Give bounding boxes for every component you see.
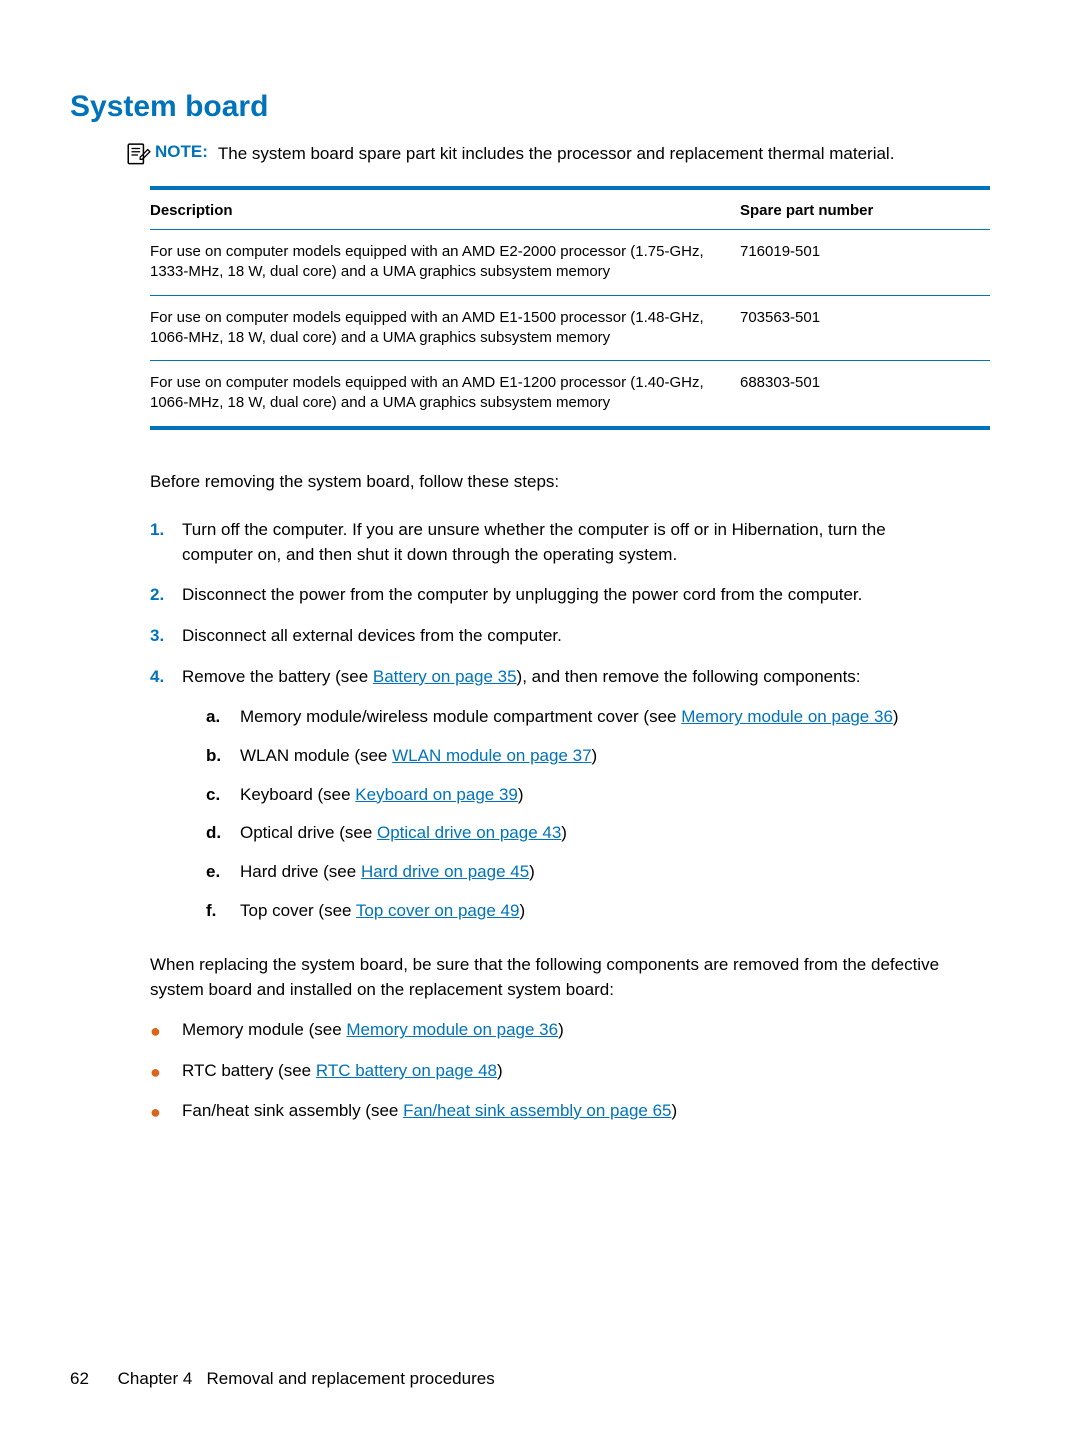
step-text-post: ), and then remove the following compone… bbox=[517, 667, 861, 686]
step-number: 4. bbox=[150, 665, 182, 937]
step-text-pre: Remove the battery (see bbox=[182, 667, 373, 686]
substep-item: f. Top cover (see Top cover on page 49) bbox=[182, 899, 940, 924]
substep-content: Hard drive (see Hard drive on page 45) bbox=[240, 860, 940, 885]
bullet-item: ● RTC battery (see RTC battery on page 4… bbox=[150, 1059, 940, 1085]
page-number: 62 bbox=[70, 1369, 89, 1388]
xref-link[interactable]: WLAN module on page 37 bbox=[392, 746, 591, 765]
step-number: 2. bbox=[150, 583, 182, 608]
bullet-icon: ● bbox=[150, 1018, 182, 1044]
step-text: Disconnect the power from the computer b… bbox=[182, 583, 940, 608]
parts-table: Description Spare part number For use on… bbox=[150, 186, 990, 430]
td-description: For use on computer models equipped with… bbox=[150, 308, 740, 349]
substep-content: Optical drive (see Optical drive on page… bbox=[240, 821, 940, 846]
page-container: System board NOTE: The system board spar… bbox=[0, 0, 1080, 1437]
th-spare-part: Spare part number bbox=[740, 202, 990, 219]
step-text: Turn off the computer. If you are unsure… bbox=[182, 518, 940, 567]
xref-link[interactable]: Battery on page 35 bbox=[373, 667, 517, 686]
step-content: Remove the battery (see Battery on page … bbox=[182, 665, 940, 937]
bullet-item: ● Memory module (see Memory module on pa… bbox=[150, 1018, 940, 1044]
bullet-post: ) bbox=[672, 1101, 678, 1120]
step-number: 3. bbox=[150, 624, 182, 649]
xref-link[interactable]: Hard drive on page 45 bbox=[361, 862, 529, 881]
substep-content: Memory module/wireless module compartmen… bbox=[240, 705, 940, 730]
substep-letter: f. bbox=[206, 899, 240, 924]
substep-letter: d. bbox=[206, 821, 240, 846]
steps-list: 1. Turn off the computer. If you are uns… bbox=[150, 518, 940, 937]
td-description: For use on computer models equipped with… bbox=[150, 373, 740, 414]
xref-link[interactable]: Keyboard on page 39 bbox=[355, 785, 518, 804]
bullet-icon: ● bbox=[150, 1059, 182, 1085]
step-text: Disconnect all external devices from the… bbox=[182, 624, 940, 649]
table-row: For use on computer models equipped with… bbox=[150, 296, 990, 361]
substep-item: a. Memory module/wireless module compart… bbox=[182, 705, 940, 730]
bullet-pre: Fan/heat sink assembly (see bbox=[182, 1101, 403, 1120]
xref-link[interactable]: Fan/heat sink assembly on page 65 bbox=[403, 1101, 671, 1120]
td-description: For use on computer models equipped with… bbox=[150, 242, 740, 283]
td-spare-part: 703563-501 bbox=[740, 308, 990, 349]
chapter-label: Chapter 4 Removal and replacement proced… bbox=[118, 1369, 495, 1388]
bullet-item: ● Fan/heat sink assembly (see Fan/heat s… bbox=[150, 1099, 940, 1125]
substep-post: ) bbox=[592, 746, 598, 765]
step-number: 1. bbox=[150, 518, 182, 567]
table-header-row: Description Spare part number bbox=[150, 190, 990, 229]
xref-link[interactable]: Memory module on page 36 bbox=[346, 1020, 558, 1039]
bullet-post: ) bbox=[558, 1020, 564, 1039]
substep-pre: Optical drive (see bbox=[240, 823, 377, 842]
bullet-pre: Memory module (see bbox=[182, 1020, 346, 1039]
note-block: NOTE: The system board spare part kit in… bbox=[125, 142, 1010, 168]
replace-paragraph: When replacing the system board, be sure… bbox=[150, 953, 940, 1002]
substep-item: d. Optical drive (see Optical drive on p… bbox=[182, 821, 940, 846]
xref-link[interactable]: Memory module on page 36 bbox=[681, 707, 893, 726]
substep-pre: Top cover (see bbox=[240, 901, 356, 920]
substep-post: ) bbox=[529, 862, 535, 881]
td-spare-part: 688303-501 bbox=[740, 373, 990, 414]
table-row: For use on computer models equipped with… bbox=[150, 361, 990, 426]
substep-content: WLAN module (see WLAN module on page 37) bbox=[240, 744, 940, 769]
substep-letter: c. bbox=[206, 783, 240, 808]
xref-link[interactable]: Top cover on page 49 bbox=[356, 901, 520, 920]
substep-pre: WLAN module (see bbox=[240, 746, 392, 765]
bullet-content: RTC battery (see RTC battery on page 48) bbox=[182, 1059, 940, 1085]
section-heading: System board bbox=[70, 90, 1010, 124]
substep-post: ) bbox=[519, 901, 525, 920]
xref-link[interactable]: RTC battery on page 48 bbox=[316, 1061, 497, 1080]
substep-content: Keyboard (see Keyboard on page 39) bbox=[240, 783, 940, 808]
substep-pre: Keyboard (see bbox=[240, 785, 355, 804]
note-label: NOTE: bbox=[155, 142, 208, 162]
substep-letter: e. bbox=[206, 860, 240, 885]
xref-link[interactable]: Optical drive on page 43 bbox=[377, 823, 561, 842]
substep-pre: Hard drive (see bbox=[240, 862, 361, 881]
table-row: For use on computer models equipped with… bbox=[150, 230, 990, 295]
bullet-post: ) bbox=[497, 1061, 503, 1080]
substep-post: ) bbox=[893, 707, 899, 726]
substep-post: ) bbox=[561, 823, 567, 842]
substep-content: Top cover (see Top cover on page 49) bbox=[240, 899, 940, 924]
step-item: 4. Remove the battery (see Battery on pa… bbox=[150, 665, 940, 937]
bullet-icon: ● bbox=[150, 1099, 182, 1125]
table-bottom-rule bbox=[150, 426, 990, 430]
substep-post: ) bbox=[518, 785, 524, 804]
substep-letter: b. bbox=[206, 744, 240, 769]
td-spare-part: 716019-501 bbox=[740, 242, 990, 283]
substep-item: e. Hard drive (see Hard drive on page 45… bbox=[182, 860, 940, 885]
page-footer: 62 Chapter 4 Removal and replacement pro… bbox=[70, 1369, 495, 1389]
substep-item: c. Keyboard (see Keyboard on page 39) bbox=[182, 783, 940, 808]
step-item: 3. Disconnect all external devices from … bbox=[150, 624, 940, 649]
substep-item: b. WLAN module (see WLAN module on page … bbox=[182, 744, 940, 769]
substep-letter: a. bbox=[206, 705, 240, 730]
step-item: 1. Turn off the computer. If you are uns… bbox=[150, 518, 940, 567]
bullet-pre: RTC battery (see bbox=[182, 1061, 316, 1080]
note-text: The system board spare part kit includes… bbox=[218, 142, 895, 166]
bullet-content: Memory module (see Memory module on page… bbox=[182, 1018, 940, 1044]
bullet-list: ● Memory module (see Memory module on pa… bbox=[150, 1018, 940, 1124]
step-item: 2. Disconnect the power from the compute… bbox=[150, 583, 940, 608]
substep-pre: Memory module/wireless module compartmen… bbox=[240, 707, 681, 726]
note-icon bbox=[125, 142, 151, 168]
bullet-content: Fan/heat sink assembly (see Fan/heat sin… bbox=[182, 1099, 940, 1125]
th-description: Description bbox=[150, 202, 740, 219]
substeps-list: a. Memory module/wireless module compart… bbox=[182, 705, 940, 923]
intro-text: Before removing the system board, follow… bbox=[150, 470, 940, 495]
